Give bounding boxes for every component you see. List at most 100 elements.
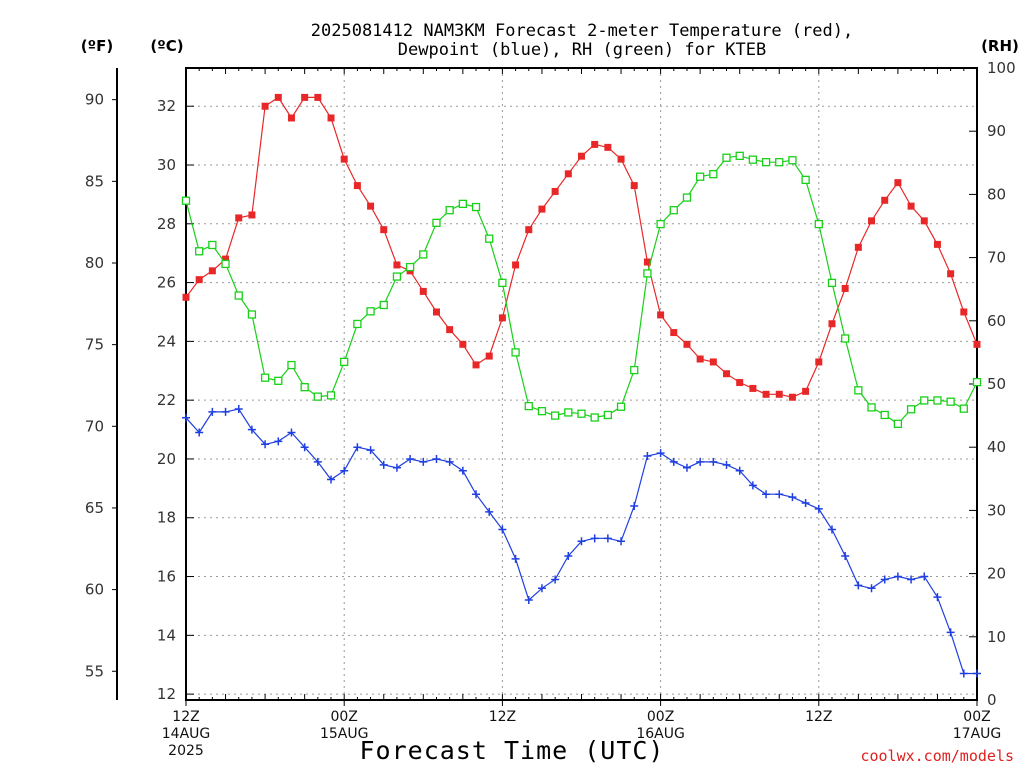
temperature-point xyxy=(775,390,783,398)
rh-point xyxy=(788,156,797,165)
temperature-point xyxy=(591,140,599,148)
time-tick-label: 16AUG xyxy=(636,726,685,742)
rh-point xyxy=(550,411,560,420)
rh-point xyxy=(748,155,758,164)
temperature-point xyxy=(920,217,928,225)
dewpoint-point xyxy=(643,452,652,461)
rh-point xyxy=(643,269,652,278)
celsius-unit-label: (ºC) xyxy=(150,37,183,55)
rh-point xyxy=(471,202,481,212)
dewpoint-point xyxy=(590,534,599,543)
temperature-point xyxy=(868,217,876,225)
rh-point xyxy=(709,170,718,179)
rh-point xyxy=(854,386,863,395)
rh-tick-label: 40 xyxy=(987,438,1006,456)
dewpoint-point xyxy=(551,575,560,584)
temperature-point xyxy=(564,170,572,178)
rh-point xyxy=(445,206,454,215)
x-axis-label: Forecast Time (UTC) xyxy=(360,736,665,765)
dewpoint-point xyxy=(182,413,190,422)
temperature-point xyxy=(208,267,216,275)
dewpoint-point xyxy=(656,449,665,458)
rh-point xyxy=(300,383,309,392)
temperature-point xyxy=(617,155,625,163)
rh-point xyxy=(340,357,349,367)
rh-point xyxy=(906,405,916,414)
temperature-point xyxy=(538,205,546,213)
time-tick-label: 00Z xyxy=(330,709,357,725)
fahrenheit-tick-label: 65 xyxy=(85,499,104,517)
temperature-point xyxy=(802,387,810,395)
rh-point xyxy=(577,409,586,418)
dewpoint-point xyxy=(762,490,771,499)
temperature-point xyxy=(393,261,401,269)
time-tick-label: 2025 xyxy=(168,743,204,759)
dewpoint-point xyxy=(682,463,691,472)
temperature-point xyxy=(933,240,941,248)
dewpoint-point xyxy=(340,466,349,475)
dewpoint-point xyxy=(419,457,428,466)
temperature-point xyxy=(854,243,862,251)
rh-tick-label: 30 xyxy=(987,501,1006,519)
time-tick-label: 14AUG xyxy=(162,726,211,742)
temperature-point xyxy=(222,255,230,263)
time-tick-label: 00Z xyxy=(647,709,674,725)
rh-point xyxy=(432,218,441,227)
rh-point xyxy=(827,278,837,288)
temperature-point xyxy=(709,358,717,366)
dewpoint-point xyxy=(788,493,797,502)
rh-tick-label: 90 xyxy=(987,122,1006,140)
tick-layer: 12 14 16 18 20 22 24 26 28 30 32 55 60 65 70 75 80 85 90 0 1… xyxy=(85,59,1016,759)
rh-point xyxy=(761,158,771,167)
dewpoint-point xyxy=(445,457,454,466)
dewpoint-point xyxy=(498,525,507,534)
rh-tick-label: 80 xyxy=(987,185,1006,203)
celsius-tick-label: 20 xyxy=(157,450,176,468)
dewpoint-point xyxy=(735,466,744,475)
temperature-point xyxy=(340,155,348,163)
rh-tick-label: 50 xyxy=(987,375,1006,393)
rh-point xyxy=(616,402,626,411)
rh-point xyxy=(537,407,547,416)
rh-point xyxy=(656,219,665,229)
dewpoint-point xyxy=(208,407,217,416)
rh-point xyxy=(326,391,336,400)
rh-point xyxy=(920,396,929,405)
rh-point xyxy=(590,413,599,422)
dewpoint-point xyxy=(973,669,981,678)
fahrenheit-tick-label: 70 xyxy=(85,417,104,435)
dewpoint-point xyxy=(893,572,902,581)
rh-point xyxy=(959,404,968,413)
temperature-point xyxy=(472,361,480,369)
rh-point xyxy=(208,240,217,250)
dewpoint-point xyxy=(261,440,270,449)
dewpoint-point xyxy=(920,572,929,581)
rh-point xyxy=(366,307,375,316)
dewpoint-point xyxy=(247,425,256,434)
celsius-tick-label: 18 xyxy=(157,509,176,527)
temperature-point xyxy=(828,320,836,328)
dewpoint-point xyxy=(577,537,586,546)
rh-tick-label: 20 xyxy=(987,565,1006,583)
temperature-point xyxy=(762,390,770,398)
rh-point xyxy=(498,278,507,288)
dewpoint-point xyxy=(458,466,467,475)
dewpoint-point xyxy=(353,443,362,452)
temperature-point xyxy=(551,187,559,195)
dewpoint-point xyxy=(880,575,889,584)
dewpoint-point xyxy=(327,475,336,484)
dewpoint-point xyxy=(234,404,243,413)
rh-point xyxy=(814,219,823,229)
rh-point xyxy=(419,250,428,259)
dewpoint-point xyxy=(392,463,401,472)
fahrenheit-tick-label: 75 xyxy=(85,336,104,354)
celsius-tick-label: 32 xyxy=(157,97,176,115)
series-layer xyxy=(181,93,982,678)
rh-point xyxy=(511,348,520,357)
temperature-point xyxy=(749,384,757,392)
rh-point xyxy=(669,206,678,215)
rh-tick-label: 100 xyxy=(987,59,1016,77)
dewpoint-point xyxy=(867,584,876,593)
temperature-point xyxy=(815,358,823,366)
temperature-point xyxy=(894,179,902,187)
